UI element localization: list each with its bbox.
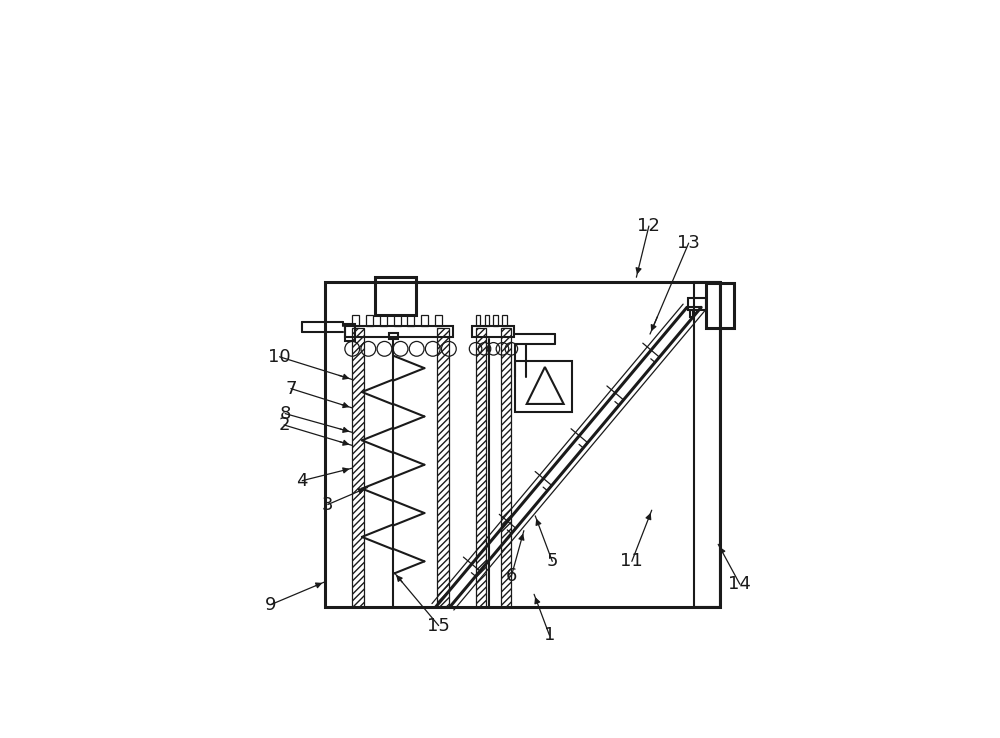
Bar <box>472 326 514 337</box>
Bar <box>345 326 453 337</box>
Bar <box>352 314 359 326</box>
Text: 1: 1 <box>544 627 555 644</box>
Text: 11: 11 <box>620 552 643 570</box>
Bar <box>706 283 734 328</box>
Text: 13: 13 <box>677 234 700 252</box>
Text: 10: 10 <box>268 348 291 366</box>
Bar <box>501 328 511 607</box>
Bar <box>476 314 480 326</box>
Bar <box>694 282 720 607</box>
Text: 3: 3 <box>322 495 334 514</box>
Bar <box>435 314 442 326</box>
Bar <box>380 314 387 326</box>
Text: 6: 6 <box>506 567 517 585</box>
Text: 7: 7 <box>285 379 297 398</box>
Bar <box>690 310 693 317</box>
Text: 9: 9 <box>265 596 277 613</box>
Bar <box>688 297 706 310</box>
Bar <box>325 282 720 607</box>
Bar <box>476 328 486 607</box>
Text: 8: 8 <box>280 404 291 423</box>
Bar <box>485 314 489 326</box>
Bar <box>394 314 401 326</box>
Bar <box>407 314 414 326</box>
Text: 14: 14 <box>728 575 751 593</box>
Text: 2: 2 <box>278 416 290 434</box>
Bar <box>493 314 498 326</box>
Text: 15: 15 <box>427 616 450 635</box>
Bar <box>345 325 355 342</box>
Bar <box>375 277 416 314</box>
Bar <box>421 314 428 326</box>
Bar <box>389 333 398 339</box>
Text: 4: 4 <box>296 472 308 489</box>
Bar <box>515 362 572 413</box>
Bar <box>502 314 507 326</box>
Bar <box>366 314 373 326</box>
Text: 12: 12 <box>637 217 660 235</box>
Bar <box>437 328 449 607</box>
Text: 5: 5 <box>547 552 558 570</box>
Bar <box>352 328 364 607</box>
